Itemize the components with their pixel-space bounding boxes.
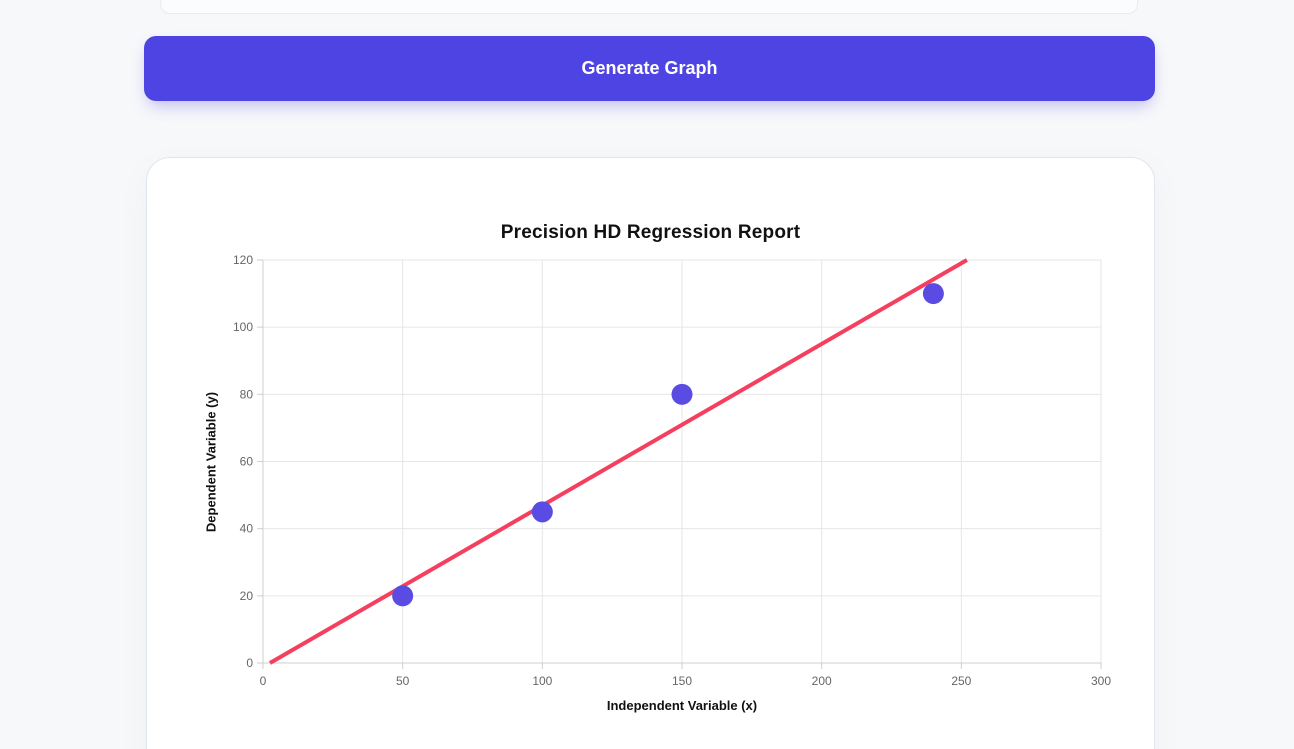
y-axis-title: Dependent Variable (y) [203,391,219,533]
regression-chart-canvas: 0 20 40 60 80 100 120 0 50 100 150 200 250 300 [233,253,1111,688]
chart-card: Precision HD Regression Report 0 20 40 60 80… [146,157,1155,749]
data-input-field-partial[interactable] [160,0,1138,14]
svg-text:100: 100 [532,674,552,688]
svg-text:300: 300 [1091,674,1111,688]
generate-graph-button-label: Generate Graph [581,58,718,78]
svg-text:250: 250 [951,674,971,688]
chart-area: Precision HD Regression Report 0 20 40 60 80… [147,158,1154,749]
svg-text:40: 40 [240,522,254,536]
generate-graph-button[interactable]: Generate Graph [144,36,1155,101]
svg-text:50: 50 [396,674,410,688]
svg-text:20: 20 [240,589,254,603]
svg-text:100: 100 [233,320,253,334]
svg-text:0: 0 [246,656,253,670]
chart-title: Precision HD Regression Report [500,222,801,243]
svg-text:150: 150 [672,674,692,688]
svg-text:60: 60 [240,455,254,469]
svg-text:120: 120 [233,253,253,267]
svg-text:0: 0 [260,674,267,688]
x-axis-title: Independent Variable (x) [606,698,758,713]
svg-text:80: 80 [240,387,254,401]
svg-text:200: 200 [812,674,832,688]
